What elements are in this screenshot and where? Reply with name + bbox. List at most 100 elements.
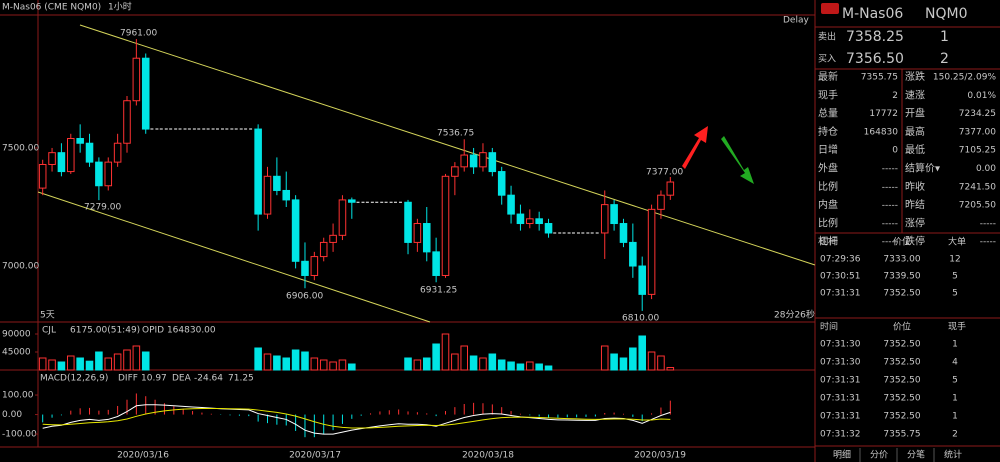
volume-bar bbox=[57, 361, 66, 371]
y-tick-label: 0.00 bbox=[2, 410, 22, 420]
table-header: 价位 bbox=[893, 236, 911, 248]
stat-value: ----- bbox=[882, 182, 898, 192]
interval[interactable]: 1小时 bbox=[108, 1, 132, 13]
volume-bar bbox=[600, 345, 609, 371]
annotation: 6931.25 bbox=[420, 286, 457, 296]
annotation: 7279.00 bbox=[84, 203, 121, 213]
bid-label: 买入 bbox=[818, 54, 836, 65]
table-header: 现手 bbox=[948, 321, 966, 333]
stat-label: 总量 bbox=[818, 107, 838, 120]
volume-bar bbox=[422, 357, 431, 371]
stat-label: 比例 bbox=[818, 216, 838, 229]
macd-line bbox=[42, 404, 671, 435]
candle-body bbox=[104, 161, 113, 187]
candle-body bbox=[600, 204, 609, 234]
stat-label: 跌停 bbox=[905, 235, 925, 248]
volume-bar bbox=[451, 353, 459, 371]
tab[interactable]: 统计 bbox=[944, 449, 962, 461]
volume-bar bbox=[273, 355, 281, 371]
volume-bar bbox=[488, 353, 497, 371]
stat-label: 现手 bbox=[818, 88, 838, 101]
volume-bar bbox=[141, 351, 150, 371]
y-tick-label: 7500.00 bbox=[2, 143, 39, 153]
candle-body bbox=[282, 189, 291, 201]
diff-value: 10.97 bbox=[141, 374, 167, 384]
table-header: 大单 bbox=[948, 236, 966, 248]
candle-body bbox=[48, 152, 56, 165]
stat-value: 2 bbox=[892, 91, 898, 101]
candle-body bbox=[422, 223, 431, 253]
y-tick-label: 100.00 bbox=[2, 391, 34, 401]
volume-bar bbox=[544, 365, 553, 371]
bid-qty: 2 bbox=[940, 51, 949, 67]
stat-label: 日增 bbox=[818, 143, 838, 156]
tab[interactable]: 分笔 bbox=[907, 449, 925, 461]
volume-info: 6175.00(51:49) bbox=[70, 326, 140, 336]
stat-label: 内盘 bbox=[818, 198, 838, 211]
tab[interactable]: 分价 bbox=[870, 450, 888, 461]
volume-bar bbox=[629, 347, 637, 371]
table-cell: 7339.50 bbox=[883, 272, 920, 282]
volume-bar bbox=[291, 349, 300, 371]
candle-body bbox=[76, 138, 84, 144]
diff-name: DIFF bbox=[118, 374, 138, 384]
up-arrow bbox=[682, 126, 708, 169]
dea-value: -24.64 bbox=[194, 374, 223, 384]
volume-bar bbox=[404, 357, 412, 371]
stat-value: ----- bbox=[980, 219, 996, 229]
candle-body bbox=[95, 161, 103, 187]
candle-body bbox=[310, 256, 319, 276]
stat-label: 昨结 bbox=[905, 198, 925, 211]
badge bbox=[821, 3, 839, 14]
volume-bar bbox=[329, 361, 337, 371]
volume-bar bbox=[432, 343, 440, 371]
tab[interactable]: 明细 bbox=[833, 449, 851, 461]
stat-label: 最高 bbox=[905, 125, 925, 138]
volume-bar bbox=[647, 351, 656, 371]
candle-body bbox=[329, 234, 337, 243]
volume-bar bbox=[338, 359, 347, 371]
table-header: 时间 bbox=[820, 236, 838, 248]
candle-body bbox=[413, 223, 422, 243]
volume-bar bbox=[619, 357, 628, 371]
code: NQM0 bbox=[925, 6, 967, 22]
y-tick-label: 90000 bbox=[2, 330, 31, 340]
volume-bar bbox=[413, 359, 422, 371]
stat-label: 涨停 bbox=[905, 216, 925, 229]
volume-bar bbox=[657, 355, 665, 371]
candle-body bbox=[526, 218, 534, 225]
candle-body bbox=[544, 223, 553, 234]
candle-body bbox=[460, 154, 469, 168]
candle-body bbox=[85, 142, 94, 163]
stat-value: 0.01% bbox=[967, 91, 996, 101]
table-cell: 12 bbox=[949, 255, 960, 265]
ask-price: 7358.25 bbox=[846, 29, 904, 45]
stat-label: 持仓 bbox=[818, 125, 838, 138]
table-cell: 1 bbox=[952, 412, 958, 422]
stat-label: 涨跌 bbox=[905, 70, 925, 83]
table-cell: 7333.00 bbox=[883, 255, 920, 265]
stat-label: 开盘 bbox=[905, 107, 925, 120]
macd-title: MACD(12,26,9) bbox=[40, 374, 108, 384]
candle-body bbox=[469, 154, 478, 168]
volume-bar bbox=[666, 367, 675, 371]
volume-bar bbox=[85, 360, 94, 371]
annotation: 6906.00 bbox=[286, 292, 323, 302]
candle-body bbox=[263, 175, 272, 215]
candle-body bbox=[67, 138, 75, 173]
candle-body bbox=[301, 260, 309, 276]
span: 5天 bbox=[40, 311, 55, 321]
table-cell: 07:31:32 bbox=[820, 430, 860, 440]
table-cell: 5 bbox=[952, 289, 958, 299]
candle-body bbox=[141, 57, 150, 130]
candle-body bbox=[441, 175, 450, 276]
stat-value: 7105.25 bbox=[959, 146, 996, 156]
volume-bar bbox=[497, 359, 506, 371]
ask-qty: 1 bbox=[940, 29, 949, 45]
stat-value: 7355.75 bbox=[861, 73, 898, 83]
stat-value: ----- bbox=[882, 219, 898, 229]
trend-line bbox=[79, 24, 816, 266]
annotation: 7377.00 bbox=[646, 168, 683, 178]
annotation: 7536.75 bbox=[437, 129, 474, 139]
